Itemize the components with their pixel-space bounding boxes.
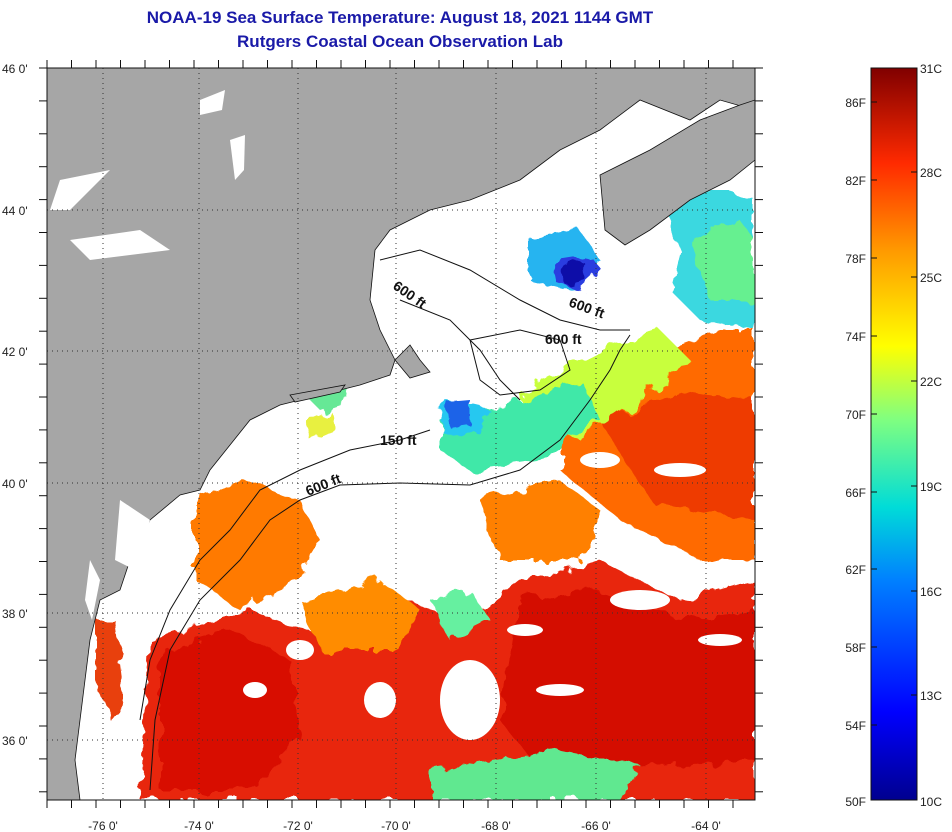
f-label: 70F <box>845 408 866 422</box>
f-label: 86F <box>845 96 866 110</box>
land-layer <box>47 68 755 800</box>
f-label: 50F <box>845 795 866 809</box>
sst-green-mid <box>430 590 490 640</box>
longitude-labels: -76 0' -74 0' -72 0' -70 0' -68 0' -66 0… <box>88 819 721 832</box>
sst-hot-patch <box>500 590 755 770</box>
contour-georges <box>469 329 571 396</box>
f-label: 58F <box>845 641 866 655</box>
sst-hot-patch-west <box>160 630 300 790</box>
c-label: 25C <box>920 271 942 285</box>
fahrenheit-labels: 86F 82F 78F 74F 70F 66F 62F 58F 54F 50F <box>845 96 866 809</box>
lat-label: 46 0' <box>2 62 28 76</box>
sst-orange-mid <box>480 480 600 560</box>
colorbar-gradient <box>870 67 918 801</box>
depth-contours <box>139 249 631 791</box>
graticule <box>47 68 755 800</box>
lon-label: -64 0' <box>691 819 721 832</box>
land-cape-cod <box>394 344 431 379</box>
c-label: 22C <box>920 375 942 389</box>
latitude-labels: 46 0' 44 0' 42 0' 40 0' 38 0' 36 0' <box>2 62 28 748</box>
lon-label: -76 0' <box>88 819 118 832</box>
colorbar-ticks <box>871 101 917 726</box>
lat-label: 44 0' <box>2 204 28 218</box>
sst-red-east <box>600 390 755 520</box>
c-label: 31C <box>920 62 942 76</box>
contour-150ft <box>139 429 431 721</box>
lon-label: -74 0' <box>184 819 214 832</box>
lat-label: 36 0' <box>2 734 28 748</box>
map-border <box>46 67 756 801</box>
contour-gom <box>379 249 630 401</box>
cloud-specks <box>243 452 742 740</box>
f-label: 82F <box>845 174 866 188</box>
contour-label-600-georges: 600 ft <box>545 331 582 347</box>
f-label: 66F <box>845 486 866 500</box>
land-nova-scotia <box>599 99 755 246</box>
sst-green-south <box>430 750 640 800</box>
c-label: 10C <box>920 795 942 809</box>
sst-blue-shelf <box>447 400 470 428</box>
sst-yellow-west <box>305 410 335 440</box>
lat-label: 38 0' <box>2 607 28 621</box>
celsius-labels: 31C 28C 25C 22C 19C 16C 13C 10C <box>920 62 942 809</box>
lat-label: 40 0' <box>2 477 28 491</box>
map-title: NOAA-19 Sea Surface Temperature: August … <box>146 8 654 27</box>
contour-600ft <box>149 334 631 791</box>
lon-label: -68 0' <box>481 819 511 832</box>
map-subtitle: Rutgers Coastal Ocean Observation Lab <box>237 32 563 51</box>
c-label: 19C <box>920 480 942 494</box>
sst-orange-patch <box>195 480 320 610</box>
land-long-island <box>289 384 346 403</box>
f-label: 78F <box>845 252 866 266</box>
lon-label: -70 0' <box>381 819 411 832</box>
inland-water <box>50 90 245 620</box>
f-label: 62F <box>845 563 866 577</box>
sst-navy-gulf <box>560 262 586 285</box>
f-label: 74F <box>845 330 866 344</box>
c-label: 16C <box>920 585 942 599</box>
lon-label: -72 0' <box>283 819 313 832</box>
c-label: 13C <box>920 689 942 703</box>
contour-label-150: 150 ft <box>380 432 417 448</box>
c-label: 28C <box>920 166 942 180</box>
sst-green-scotian <box>690 220 755 300</box>
sst-orange-chesapeake <box>95 620 125 720</box>
f-label: 54F <box>845 719 866 733</box>
sst-green-band <box>440 380 600 470</box>
sst-orange-band <box>300 580 420 650</box>
axis-ticks <box>39 60 763 808</box>
lon-label: -66 0' <box>581 819 611 832</box>
lat-label: 42 0' <box>2 345 28 359</box>
